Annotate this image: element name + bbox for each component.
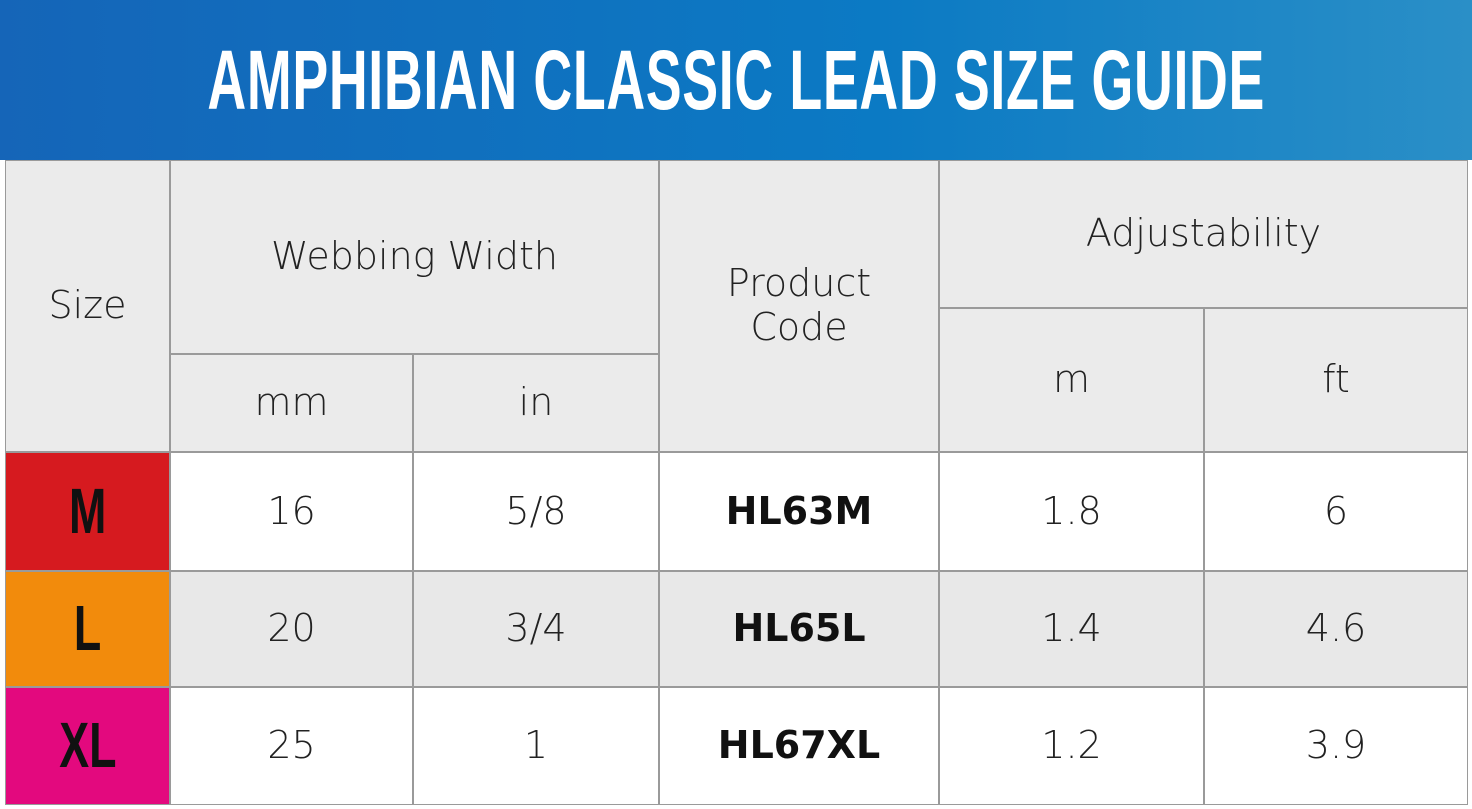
cell-text: 5/8	[505, 488, 567, 533]
cell-text: 16	[267, 488, 316, 533]
cell-text: HL63M	[725, 488, 873, 533]
data-cell: 6	[1204, 452, 1468, 571]
header-cell: in	[413, 354, 659, 452]
cell-text: L	[73, 592, 102, 665]
header-cell: Size	[5, 160, 170, 452]
cell-text: 4.6	[1305, 606, 1367, 651]
data-cell: 25	[170, 687, 413, 805]
cell-text: 1	[523, 723, 549, 768]
cell-text: Size	[48, 283, 127, 328]
header-cell: mm	[170, 354, 413, 452]
data-cell: 16	[170, 452, 413, 571]
cell-text: HL65L	[732, 606, 866, 651]
data-cell: HL67XL	[659, 687, 939, 805]
cell-text: Product Code	[726, 261, 872, 349]
data-cell: 1.8	[939, 452, 1204, 571]
cell-text: 1.2	[1041, 723, 1102, 768]
data-cell: 3/4	[413, 571, 659, 687]
cell-text: XL	[58, 709, 117, 782]
title: AMPHIBIAN CLASSIC LEAD SIZE GUIDE	[207, 32, 1265, 127]
data-cell: 1.4	[939, 571, 1204, 687]
data-cell: 5/8	[413, 452, 659, 571]
cell-text: 25	[267, 723, 316, 768]
cell-text: 1.8	[1041, 488, 1102, 533]
header-cell: ft	[1204, 308, 1468, 452]
size-cell: XL	[5, 687, 170, 805]
data-cell: 3.9	[1204, 687, 1468, 805]
cell-text: 3.9	[1305, 723, 1367, 768]
cell-text: m	[1052, 357, 1091, 402]
cell-text: 20	[267, 606, 316, 651]
cell-text: HL67XL	[717, 723, 881, 768]
data-cell: HL63M	[659, 452, 939, 571]
data-cell: 1.2	[939, 687, 1204, 805]
header-cell: Adjustability	[939, 160, 1468, 308]
header-cell: Product Code	[659, 160, 939, 452]
size-cell: L	[5, 571, 170, 687]
cell-text: 3/4	[505, 606, 567, 651]
cell-text: 6	[1323, 488, 1349, 533]
header-cell: Webbing Width	[170, 160, 659, 354]
cell-text: Adjustability	[1085, 211, 1322, 256]
cell-text: ft	[1322, 357, 1350, 402]
banner: AMPHIBIAN CLASSIC LEAD SIZE GUIDE	[0, 0, 1472, 160]
data-cell: 1	[413, 687, 659, 805]
header-cell: m	[939, 308, 1204, 452]
cell-text: mm	[254, 380, 329, 425]
data-cell: 20	[170, 571, 413, 687]
cell-text: M	[68, 474, 107, 547]
data-cell: HL65L	[659, 571, 939, 687]
size-cell: M	[5, 452, 170, 571]
cell-text: Webbing Width	[271, 234, 558, 279]
cell-text: in	[518, 380, 554, 425]
data-cell: 4.6	[1204, 571, 1468, 687]
cell-text: 1.4	[1041, 606, 1102, 651]
